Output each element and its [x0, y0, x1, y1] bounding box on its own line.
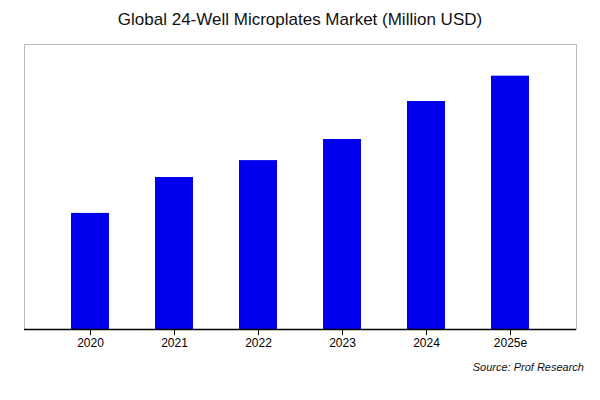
svg-text:2022: 2022: [245, 336, 272, 350]
html-text:Source: Prof Research: Source: Prof Research: [472, 361, 584, 373]
svg-text:2020: 2020: [77, 336, 104, 350]
svg-text:2024: 2024: [413, 336, 440, 350]
html-text:Global 24-Well Microplates Mar: Global 24-Well Microplates Market (Milli…: [117, 10, 483, 29]
svg-text:2023: 2023: [329, 336, 356, 350]
svg-text:2025e: 2025e: [494, 336, 528, 350]
svg-text:2021: 2021: [161, 336, 188, 350]
